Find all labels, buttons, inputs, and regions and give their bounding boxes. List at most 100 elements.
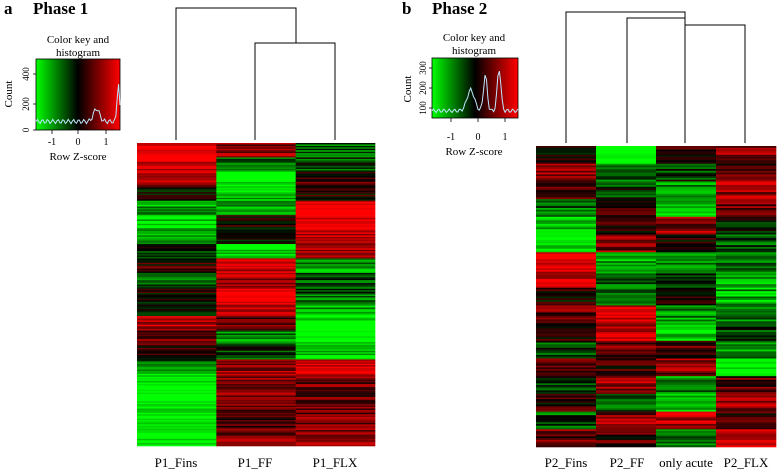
heatmap-cell: [295, 238, 376, 240]
heatmap-cell: [295, 229, 376, 232]
heatmap-cell: [137, 173, 217, 176]
heatmap-cell: [295, 220, 376, 223]
heatmap-cell: [216, 281, 296, 284]
heatmap-cell: [295, 278, 376, 281]
heatmap-cell: [536, 275, 597, 278]
heatmap-cell: [295, 271, 376, 274]
heatmap-cell: [656, 268, 717, 271]
heatmap-cell: [656, 273, 717, 276]
heatmap-cell: [536, 413, 597, 416]
heatmap-cell: [216, 402, 296, 405]
heatmap-cell: [596, 406, 657, 409]
heatmap-cell: [656, 409, 717, 412]
heatmap-cell: [295, 241, 376, 243]
heatmap-cell: [656, 186, 717, 189]
heatmap-cell: [716, 169, 777, 172]
heatmap-cell: [216, 272, 296, 275]
heatmap-cell: [216, 321, 296, 324]
heatmap-cell: [596, 292, 657, 296]
heatmap-cell: [656, 280, 717, 283]
heatmap-cell: [656, 423, 717, 427]
heatmap-cell: [216, 226, 296, 229]
heatmap-cell: [295, 425, 376, 428]
heatmap-cell: [137, 424, 217, 427]
heatmap-cell: [656, 192, 717, 195]
heatmap-cell: [716, 200, 777, 203]
heatmap-cell: [295, 300, 376, 303]
heatmap-cell: [656, 370, 717, 373]
heatmap-cell: [137, 314, 217, 317]
heatmap-cell: [137, 176, 217, 178]
heatmap-cell: [137, 365, 217, 367]
heatmap-cell: [295, 317, 376, 320]
panel-b-color-key: Color key and histogram Count 100 200 30…: [402, 32, 519, 158]
heatmap-cell: [216, 368, 296, 370]
heatmap-cell: [536, 420, 597, 423]
heatmap-cell: [596, 238, 657, 241]
heatmap-cell: [536, 425, 597, 428]
heatmap-cell: [536, 269, 597, 273]
heatmap-cell: [137, 298, 217, 301]
heatmap-cell: [536, 146, 597, 149]
heatmap-cell: [716, 360, 777, 363]
heatmap-cell: [656, 163, 717, 166]
heatmap-cell: [656, 250, 717, 253]
heatmap-cell: [596, 151, 657, 154]
heatmap-cell: [536, 216, 597, 219]
heatmap-cell: [536, 193, 597, 196]
heatmap-cell: [656, 420, 717, 423]
heatmap-cell: [216, 177, 296, 180]
heatmap-cell: [536, 347, 597, 350]
heatmap-cell: [596, 363, 657, 366]
heatmap-cell: [656, 395, 717, 398]
heatmap-cell: [216, 181, 296, 184]
heatmap-cell: [596, 230, 657, 234]
heatmap-cell: [216, 381, 296, 383]
heatmap-cell: [536, 190, 597, 193]
heatmap-cell: [656, 225, 717, 228]
heatmap-cell: [596, 211, 657, 214]
heatmap-cell: [216, 209, 296, 212]
panel-a-key-title-line1: Color key and: [47, 34, 110, 46]
heatmap-cell: [536, 147, 597, 150]
heatmap-cell: [295, 378, 376, 380]
heatmap-cell: [656, 264, 717, 267]
heatmap-cell: [536, 211, 597, 214]
heatmap-cell: [295, 404, 376, 406]
heatmap-cell: [536, 353, 597, 356]
heatmap-cell: [656, 445, 717, 448]
heatmap-cell: [716, 206, 777, 209]
heatmap-cell: [536, 151, 597, 154]
heatmap-cell: [596, 277, 657, 280]
heatmap-cell: [295, 363, 376, 366]
heatmap-cell: [716, 232, 777, 235]
heatmap-cell: [656, 300, 717, 303]
heatmap-cell: [716, 163, 777, 166]
heatmap-cell: [716, 331, 777, 334]
heatmap-cell: [656, 254, 717, 257]
heatmap-cell: [536, 374, 597, 377]
heatmap-cell: [716, 177, 777, 180]
heatmap-cell: [716, 292, 777, 296]
heatmap-cell: [596, 367, 657, 370]
heatmap-cell: [656, 176, 717, 179]
heatmap-cell: [656, 211, 717, 214]
heatmap-cell: [656, 354, 717, 357]
heatmap-cell: [716, 291, 777, 294]
heatmap-cell: [216, 372, 296, 375]
heatmap-cell: [716, 315, 777, 319]
panel-b-heatmap: [536, 146, 777, 448]
heatmap-cell: [656, 179, 717, 182]
heatmap-cell: [716, 415, 777, 418]
heatmap-cell: [596, 177, 657, 180]
heatmap-cell: [137, 261, 217, 264]
heatmap-cell: [716, 321, 777, 324]
heatmap-cell: [137, 186, 217, 189]
heatmap-cell: [536, 406, 597, 409]
heatmap-cell: [536, 248, 597, 251]
heatmap-cell: [656, 346, 717, 349]
heatmap-cell: [716, 289, 777, 292]
heatmap-cell: [216, 225, 296, 227]
heatmap-cell: [596, 184, 657, 188]
heatmap-cell: [216, 424, 296, 427]
